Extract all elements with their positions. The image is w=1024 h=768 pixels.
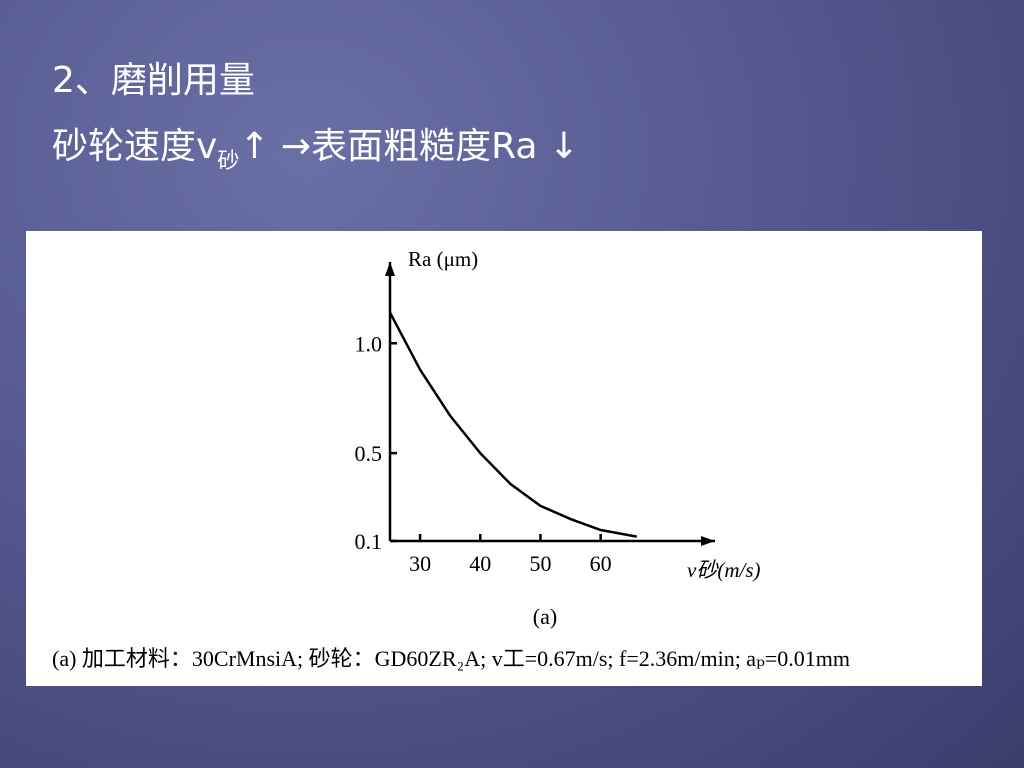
slide-line: 砂轮速度v砂↑ →表面粗糙度Ra ↓ [52, 126, 579, 174]
x-axis-label: v砂(m/s) [687, 558, 760, 582]
x-tick-label: 50 [529, 551, 551, 576]
caption: (a) 加工材料：30CrMnsiA; 砂轮：GD60ZR₂A; v工=0.67… [52, 646, 850, 671]
figure-box [26, 231, 982, 686]
x-tick-label: 60 [590, 551, 612, 576]
y-tick-label: 1.0 [355, 331, 383, 356]
y-axis-label: Ra (μm) [408, 247, 478, 271]
y-tick-label: 0.5 [355, 441, 383, 466]
subscript: 砂 [217, 149, 239, 174]
x-tick-label: 40 [469, 551, 491, 576]
arrow [701, 536, 715, 546]
y-tick-label: 0.1 [355, 529, 383, 554]
text: ↑ →表面粗糙度Ra ↓ [239, 126, 579, 167]
data-line [388, 311, 637, 538]
subtitle: (a) [533, 604, 557, 629]
slide-title: 2、磨削用量 [52, 60, 255, 101]
x-tick-label: 30 [409, 551, 431, 576]
text: 砂轮速度v [52, 126, 217, 167]
chart: 0.1 0.5 1.0 30 40 50 60 Ra (μm) v砂(m/s) (a) (a) 加工… [52, 247, 850, 671]
arrow [385, 262, 395, 276]
